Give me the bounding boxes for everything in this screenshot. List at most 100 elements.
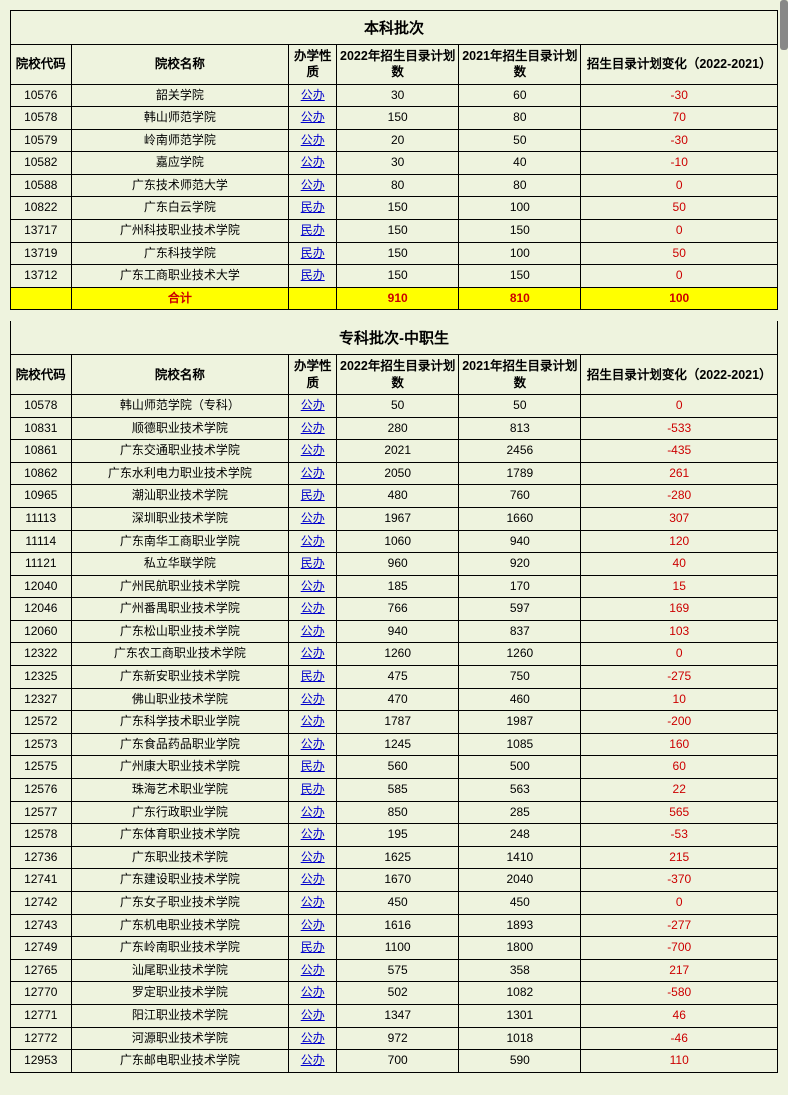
- cell-type[interactable]: 公办: [289, 982, 337, 1005]
- type-link[interactable]: 公办: [301, 827, 325, 841]
- type-link[interactable]: 民办: [301, 488, 325, 502]
- cell-type[interactable]: 公办: [289, 733, 337, 756]
- cell-type[interactable]: 公办: [289, 914, 337, 937]
- cell-type[interactable]: 公办: [289, 824, 337, 847]
- cell-type[interactable]: 公办: [289, 959, 337, 982]
- cell-type[interactable]: 公办: [289, 598, 337, 621]
- table-undergraduate: 院校代码 院校名称 办学性质 2022年招生目录计划数 2021年招生目录计划数…: [10, 44, 778, 310]
- type-link[interactable]: 公办: [301, 466, 325, 480]
- type-link[interactable]: 公办: [301, 646, 325, 660]
- cell-type[interactable]: 公办: [289, 507, 337, 530]
- cell-code: 12741: [11, 869, 72, 892]
- header-code: 院校代码: [11, 355, 72, 395]
- type-link[interactable]: 公办: [301, 1031, 325, 1045]
- type-link[interactable]: 公办: [301, 737, 325, 751]
- cell-type[interactable]: 公办: [289, 440, 337, 463]
- type-link[interactable]: 公办: [301, 511, 325, 525]
- type-link[interactable]: 公办: [301, 963, 325, 977]
- cell-type[interactable]: 公办: [289, 846, 337, 869]
- cell-type[interactable]: 公办: [289, 869, 337, 892]
- type-link[interactable]: 公办: [301, 110, 325, 124]
- cell-name: 韩山师范学院: [71, 107, 289, 130]
- cell-code: 12749: [11, 937, 72, 960]
- type-link[interactable]: 公办: [301, 872, 325, 886]
- type-link[interactable]: 公办: [301, 1008, 325, 1022]
- type-link[interactable]: 公办: [301, 1053, 325, 1067]
- type-link[interactable]: 公办: [301, 692, 325, 706]
- cell-type[interactable]: 民办: [289, 937, 337, 960]
- type-link[interactable]: 民办: [301, 759, 325, 773]
- cell-type[interactable]: 公办: [289, 129, 337, 152]
- cell-type[interactable]: 民办: [289, 553, 337, 576]
- cell-type[interactable]: 公办: [289, 174, 337, 197]
- type-link[interactable]: 民办: [301, 246, 325, 260]
- cell-change: 50: [581, 242, 778, 265]
- type-link[interactable]: 民办: [301, 200, 325, 214]
- type-link[interactable]: 民办: [301, 782, 325, 796]
- type-link[interactable]: 公办: [301, 88, 325, 102]
- cell-type[interactable]: 公办: [289, 1050, 337, 1073]
- type-link[interactable]: 民办: [301, 556, 325, 570]
- cell-type[interactable]: 民办: [289, 779, 337, 802]
- type-link[interactable]: 公办: [301, 579, 325, 593]
- cell-type[interactable]: 民办: [289, 756, 337, 779]
- cell-code: 12743: [11, 914, 72, 937]
- cell-type[interactable]: 公办: [289, 107, 337, 130]
- cell-2021: 940: [459, 530, 581, 553]
- cell-name: 广东水利电力职业技术学院: [71, 462, 289, 485]
- cell-type[interactable]: 公办: [289, 394, 337, 417]
- cell-type[interactable]: 民办: [289, 220, 337, 243]
- table-row: 12743广东机电职业技术学院公办16161893-277: [11, 914, 778, 937]
- cell-change: -370: [581, 869, 778, 892]
- type-link[interactable]: 公办: [301, 421, 325, 435]
- type-link[interactable]: 公办: [301, 985, 325, 999]
- type-link[interactable]: 公办: [301, 155, 325, 169]
- cell-2022: 150: [337, 107, 459, 130]
- type-link[interactable]: 公办: [301, 133, 325, 147]
- cell-type[interactable]: 公办: [289, 417, 337, 440]
- type-link[interactable]: 公办: [301, 398, 325, 412]
- cell-type[interactable]: 公办: [289, 620, 337, 643]
- cell-change: 169: [581, 598, 778, 621]
- cell-type[interactable]: 公办: [289, 530, 337, 553]
- cell-type[interactable]: 公办: [289, 711, 337, 734]
- cell-type[interactable]: 公办: [289, 643, 337, 666]
- cell-name: 佛山职业技术学院: [71, 688, 289, 711]
- cell-type[interactable]: 公办: [289, 1004, 337, 1027]
- cell-type[interactable]: 公办: [289, 152, 337, 175]
- type-link[interactable]: 民办: [301, 223, 325, 237]
- cell-type[interactable]: 公办: [289, 462, 337, 485]
- cell-name: 广东岭南职业技术学院: [71, 937, 289, 960]
- type-link[interactable]: 公办: [301, 624, 325, 638]
- cell-type[interactable]: 民办: [289, 197, 337, 220]
- type-link[interactable]: 民办: [301, 669, 325, 683]
- cell-type[interactable]: 民办: [289, 242, 337, 265]
- type-link[interactable]: 公办: [301, 601, 325, 615]
- cell-2021: 40: [459, 152, 581, 175]
- header-type: 办学性质: [289, 45, 337, 85]
- type-link[interactable]: 公办: [301, 805, 325, 819]
- cell-type[interactable]: 公办: [289, 84, 337, 107]
- type-link[interactable]: 公办: [301, 918, 325, 932]
- type-link[interactable]: 公办: [301, 714, 325, 728]
- type-link[interactable]: 公办: [301, 534, 325, 548]
- cell-type[interactable]: 公办: [289, 801, 337, 824]
- type-link[interactable]: 民办: [301, 268, 325, 282]
- cell-change: 22: [581, 779, 778, 802]
- cell-type[interactable]: 公办: [289, 575, 337, 598]
- cell-type[interactable]: 公办: [289, 1027, 337, 1050]
- scrollbar[interactable]: [780, 0, 788, 50]
- cell-type[interactable]: 民办: [289, 666, 337, 689]
- cell-2022: 1670: [337, 869, 459, 892]
- type-link[interactable]: 公办: [301, 895, 325, 909]
- cell-2021: 590: [459, 1050, 581, 1073]
- type-link[interactable]: 公办: [301, 850, 325, 864]
- cell-type[interactable]: 公办: [289, 688, 337, 711]
- cell-type[interactable]: 民办: [289, 485, 337, 508]
- type-link[interactable]: 公办: [301, 443, 325, 457]
- cell-code: 10965: [11, 485, 72, 508]
- cell-type[interactable]: 公办: [289, 892, 337, 915]
- cell-type[interactable]: 民办: [289, 265, 337, 288]
- type-link[interactable]: 民办: [301, 940, 325, 954]
- type-link[interactable]: 公办: [301, 178, 325, 192]
